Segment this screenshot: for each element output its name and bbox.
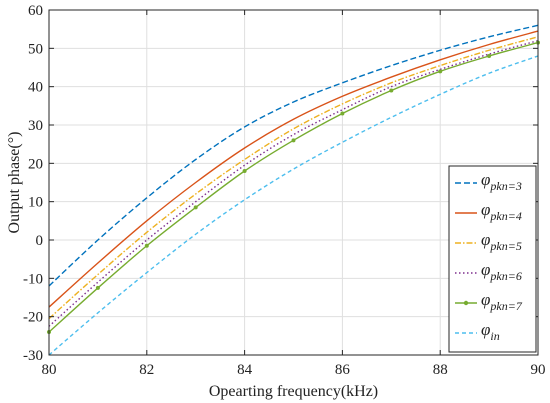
legend-label: φpkn=4: [481, 200, 522, 223]
data-point: [95, 285, 100, 290]
x-tick-label: 88: [433, 362, 448, 378]
series-group: [47, 24, 540, 356]
series-line-pkn-6: [48, 39, 539, 327]
x-tick-label: 90: [531, 362, 546, 378]
data-point: [291, 138, 296, 143]
legend-label: φpkn=6: [481, 260, 522, 283]
y-tick-label: 30: [28, 118, 43, 134]
y-tick-label: 60: [28, 3, 43, 19]
data-point: [242, 169, 247, 173]
series-line-in: [48, 55, 539, 356]
y-tick-label: -30: [23, 348, 43, 364]
x-tick-label: 84: [237, 362, 253, 378]
y-tick-label: 10: [28, 195, 43, 211]
y-tick-label: 40: [28, 80, 43, 96]
legend-marker: [463, 300, 469, 306]
data-point: [389, 88, 394, 93]
y-tick-label: -10: [23, 271, 43, 287]
data-point: [144, 243, 149, 248]
x-tick-label: 86: [335, 362, 351, 378]
x-tick-label: 80: [42, 362, 57, 378]
legend-box: [448, 165, 537, 353]
legend-label: φpkn=7: [481, 290, 523, 313]
x-axis-title: Opearting frequency(kHz): [209, 383, 378, 400]
legend-label: φpkn=5: [481, 230, 522, 253]
data-point: [487, 54, 492, 58]
series-line-pkn-3: [48, 24, 539, 287]
y-tick-label: 50: [28, 41, 43, 57]
y-axis-title: Output phase(°): [6, 132, 23, 234]
series-line-pkn-4: [48, 30, 539, 308]
y-tick-label: 0: [36, 233, 44, 249]
x-tick-label: 82: [139, 362, 154, 378]
ticks: 80 82 84 86 88 90 -30 -20 -10 0 10 20 30 40 50 60: [23, 3, 546, 378]
plot-frame: [48, 9, 539, 356]
legend-label: φin: [481, 320, 500, 343]
data-point: [193, 205, 198, 210]
legend-label: φpkn=3: [481, 170, 522, 193]
legend: φpkn=3 φpkn=4 φpkn=5 φpkn=6 φpkn=7 φin: [448, 165, 537, 353]
data-point: [340, 111, 345, 116]
data-point: [438, 69, 443, 74]
y-tick-label: -20: [23, 310, 43, 326]
y-tick-label: 20: [28, 156, 43, 172]
